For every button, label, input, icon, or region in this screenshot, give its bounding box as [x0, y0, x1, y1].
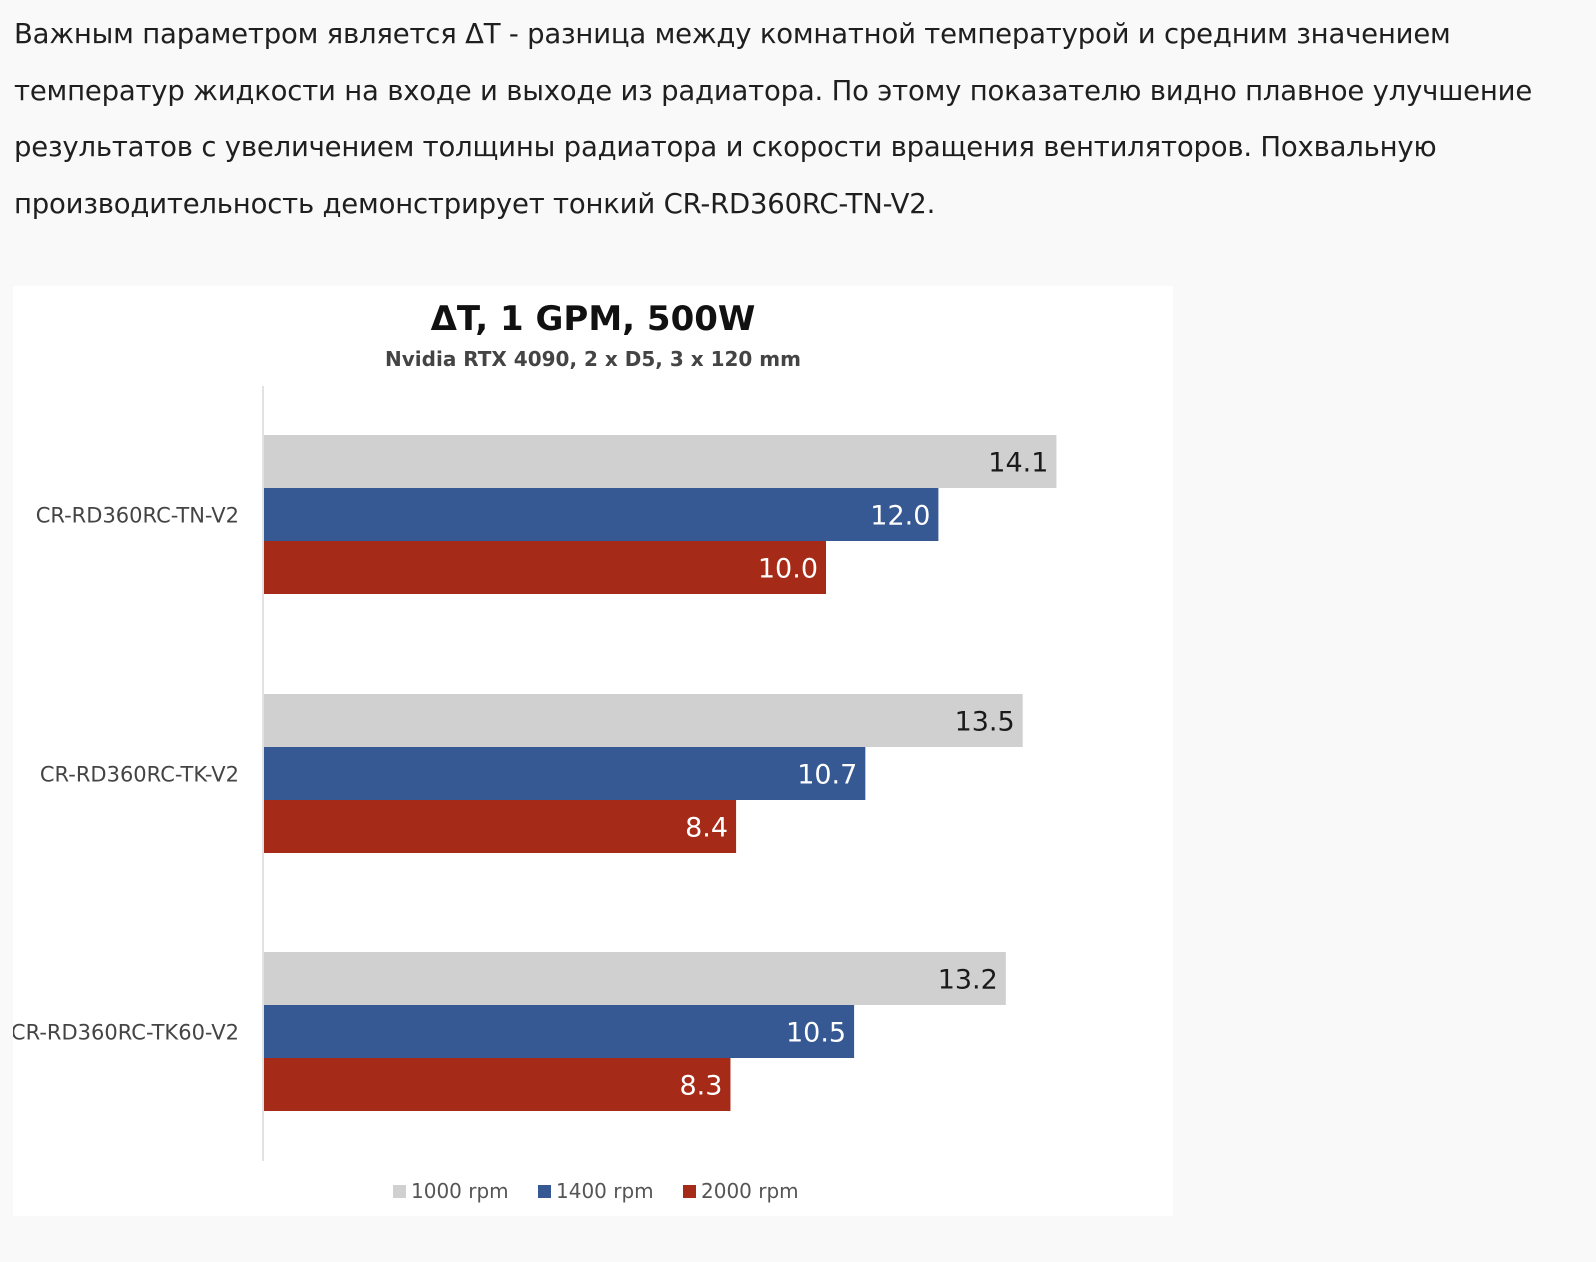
legend-swatch	[538, 1185, 551, 1198]
bar	[264, 952, 1006, 1005]
data-label: 14.1	[988, 448, 1048, 479]
chart-card: ΔT, 1 GPM, 500W Nvidia RTX 4090, 2 x D5,…	[11, 286, 1173, 1216]
data-label: 10.0	[758, 554, 818, 585]
data-label: 8.3	[680, 1071, 723, 1102]
paragraph-line: производительность демонстрирует тонкий …	[14, 187, 936, 220]
bar-chart: ΔT, 1 GPM, 500W Nvidia RTX 4090, 2 x D5,…	[11, 299, 1057, 1203]
bar	[264, 541, 826, 594]
legend-label: 2000 rpm	[701, 1179, 799, 1203]
bar	[264, 694, 1023, 747]
data-label: 13.5	[955, 707, 1015, 738]
paragraph-line: температур жидкости на входе и выходе из…	[14, 74, 1533, 107]
data-label: 10.7	[797, 760, 857, 791]
paragraph-line: результатов с увеличением толщины радиат…	[14, 131, 1437, 163]
data-label: 13.2	[938, 965, 998, 996]
legend-label: 1400 rpm	[556, 1179, 654, 1203]
bar	[264, 488, 939, 541]
article-paragraph: Важным параметром является ΔТ - разница …	[14, 6, 1584, 232]
bar	[264, 1058, 731, 1111]
category-label: CR-RD360RC-TK60-V2	[13, 1021, 239, 1045]
data-label: 10.5	[786, 1018, 846, 1049]
bar	[264, 435, 1057, 488]
legend-swatch	[393, 1185, 406, 1198]
category-label: CR-RD360RC-TK-V2	[40, 763, 239, 787]
legend-label: 1000 rpm	[411, 1179, 509, 1203]
bar	[264, 1005, 855, 1058]
bar	[264, 800, 737, 853]
paragraph-line: Важным параметром является ΔТ - разница …	[14, 18, 1451, 50]
category-label: CR-RD360RC-TN-V2	[36, 504, 239, 528]
data-label: 8.4	[685, 813, 728, 844]
chart-subtitle: Nvidia RTX 4090, 2 x D5, 3 x 120 mm	[385, 347, 801, 371]
legend-swatch	[683, 1185, 696, 1198]
bars-group: CR-RD360RC-TN-V2 14.1 12.0 10.0 CR-RD360RC-T…	[11, 435, 1057, 1111]
data-label: 12.0	[870, 501, 930, 532]
chart-title: ΔT, 1 GPM, 500W	[431, 299, 756, 339]
bar	[264, 747, 866, 800]
legend: 1000 rpm 1400 rpm 2000 rpm	[393, 1179, 799, 1203]
